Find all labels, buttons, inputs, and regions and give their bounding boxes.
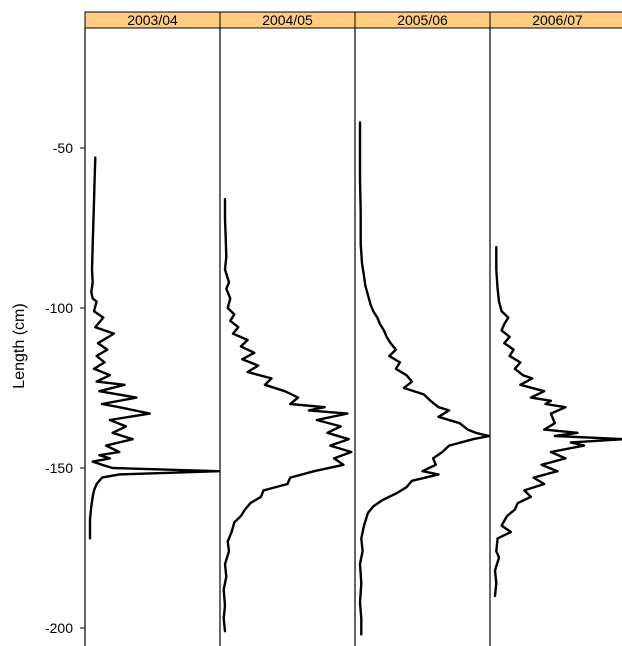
strip-label-2004-05: 2004/05 [262,12,313,28]
y-tick-label: -150 [45,460,73,476]
panels [84,28,622,646]
series-line-2005-06 [358,121,491,636]
panel-strips: 2003/04 2004/05 2005/06 2006/07 [84,11,622,29]
strip-2006-07 [489,11,622,29]
strip-label-2003-04: 2003/04 [127,12,178,28]
y-axis-title: Length (cm) [11,303,28,388]
series-line-2006-07 [493,246,622,598]
y-tick-label: -200 [45,620,73,636]
y-tick-label: -50 [53,140,73,156]
strip-label-2005-06: 2005/06 [397,12,448,28]
y-axis: -50 -100 -150 -200 [45,140,85,636]
y-tick-label: -100 [45,300,73,316]
series-line-2003-04 [88,156,221,540]
series-line-2004-05 [222,198,353,633]
strip-label-2006-07: 2006/07 [532,12,583,28]
